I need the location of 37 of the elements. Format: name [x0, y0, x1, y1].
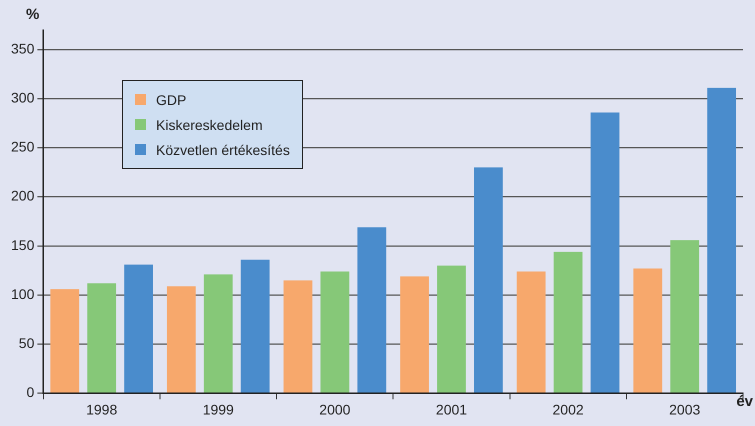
bar [357, 227, 386, 393]
legend-label: Közvetlen értékesítés [156, 142, 290, 158]
bar [633, 268, 662, 393]
bar [240, 260, 270, 393]
bar [87, 283, 116, 393]
bar [166, 286, 196, 393]
y-tick-label: 300 [11, 90, 35, 106]
x-tick-label: 2000 [319, 401, 351, 418]
bar [320, 271, 350, 393]
x-tick-label: 2001 [436, 401, 468, 418]
legend-label: Kiskereskedelem [156, 116, 263, 132]
x-tick-label: 2002 [552, 401, 584, 418]
y-axis-title: % [26, 6, 40, 23]
y-tick-label: 250 [11, 138, 35, 155]
x-axis-title: év [736, 393, 753, 410]
bar [437, 266, 466, 393]
x-tick-label: 1998 [86, 401, 118, 418]
bar [284, 280, 312, 393]
y-tick-label: 0 [26, 384, 35, 400]
bar [670, 240, 700, 393]
y-tick-label: 150 [11, 236, 35, 253]
bar [707, 88, 736, 393]
bar [50, 289, 80, 393]
y-tick-label: 100 [11, 286, 35, 302]
bar [124, 264, 153, 393]
bar [590, 112, 620, 393]
bar [554, 252, 582, 393]
bar [474, 167, 503, 393]
x-tick-label: 2003 [669, 401, 700, 418]
bar [516, 271, 546, 393]
y-tick-label: 50 [18, 334, 35, 351]
x-tick-label: 1999 [202, 401, 234, 418]
y-tick-label: 200 [11, 188, 35, 204]
bar [400, 276, 429, 393]
legend-label: GDP [156, 92, 186, 108]
bar [204, 274, 233, 393]
y-tick-label: 350 [11, 40, 35, 56]
